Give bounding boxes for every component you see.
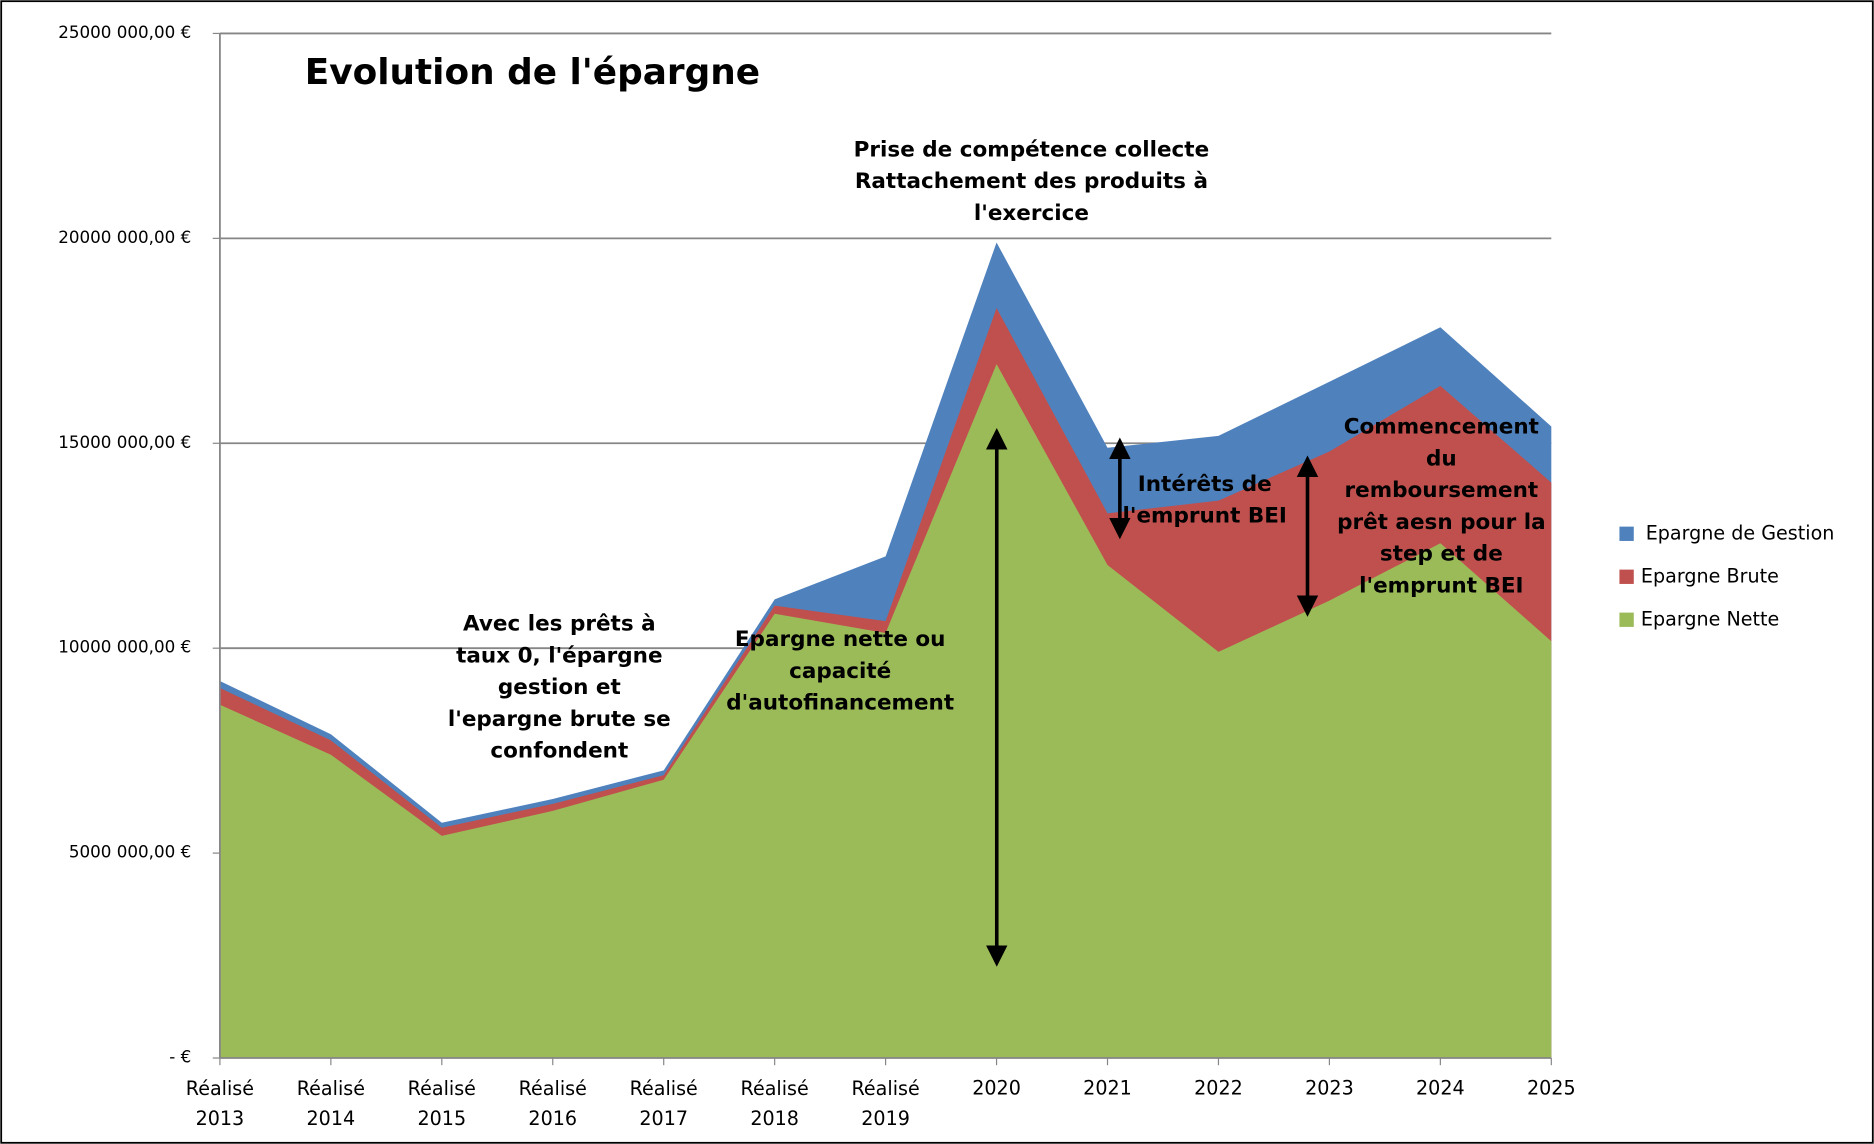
- y-tick-label: 20000 000,00 €: [58, 227, 191, 247]
- x-tick-label: 2021: [1083, 1077, 1132, 1100]
- x-tick-label: Réalisé 2013: [186, 1077, 254, 1130]
- legend-label: Epargne de Gestion: [1646, 521, 1835, 544]
- legend-swatch: [1619, 612, 1634, 627]
- legend-label: Epargne Nette: [1641, 607, 1779, 630]
- annotation: confondent: [490, 739, 628, 764]
- x-tick-label: 2023: [1305, 1077, 1354, 1100]
- x-tick-label: Réalisé 2017: [630, 1077, 698, 1130]
- x-tick-label: Réalisé 2015: [408, 1077, 476, 1130]
- annotation: l'emprunt BEI: [1359, 573, 1523, 598]
- annotation: Commencement: [1344, 415, 1539, 440]
- annotation: remboursement: [1345, 478, 1539, 503]
- annotation: Epargne nette ou: [735, 627, 946, 652]
- area: [219, 364, 1552, 1059]
- annotation: capacité: [789, 659, 891, 684]
- annotation: Intérêts de: [1138, 472, 1272, 497]
- x-tick-label: Réalisé 2016: [519, 1077, 587, 1130]
- annotation: l'epargne brute se: [448, 707, 671, 732]
- legend-label: Epargne Brute: [1641, 564, 1779, 587]
- y-tick-label: 5000 000,00 €: [69, 842, 191, 862]
- annotation: gestion et: [498, 675, 621, 700]
- annotation: du: [1426, 446, 1457, 471]
- x-tick-label: 2020: [972, 1077, 1021, 1100]
- x-tick-label: 2025: [1527, 1077, 1576, 1100]
- annotation: d'autofinancement: [726, 691, 954, 716]
- annotation: Avec les prêts à: [463, 612, 656, 637]
- legend-swatch: [1619, 569, 1634, 584]
- x-tick-label: Réalisé 2019: [851, 1077, 919, 1130]
- x-tick-label: 2024: [1416, 1077, 1465, 1100]
- annotation: Rattachement des produits à: [855, 169, 1208, 194]
- y-tick-label: - €: [169, 1047, 191, 1067]
- annotation: step et de: [1380, 542, 1503, 567]
- y-tick-label: 25000 000,00 €: [58, 22, 191, 42]
- annotation: taux 0, l'épargne: [456, 643, 662, 668]
- annotation: prêt aesn pour la: [1337, 510, 1546, 535]
- x-tick-label: 2022: [1194, 1077, 1243, 1100]
- legend-swatch: [1619, 526, 1634, 541]
- y-tick-label: 10000 000,00 €: [58, 637, 191, 657]
- chart-title: Evolution de l'épargne: [305, 52, 760, 93]
- annotation: Prise de compétence collecte: [854, 137, 1210, 162]
- x-tick-label: Réalisé 2014: [297, 1077, 365, 1130]
- annotation: l'emprunt BEI: [1122, 504, 1286, 529]
- x-tick-label: Réalisé 2018: [741, 1077, 809, 1130]
- annotation: l'exercice: [974, 201, 1089, 226]
- y-tick-label: 15000 000,00 €: [58, 432, 191, 452]
